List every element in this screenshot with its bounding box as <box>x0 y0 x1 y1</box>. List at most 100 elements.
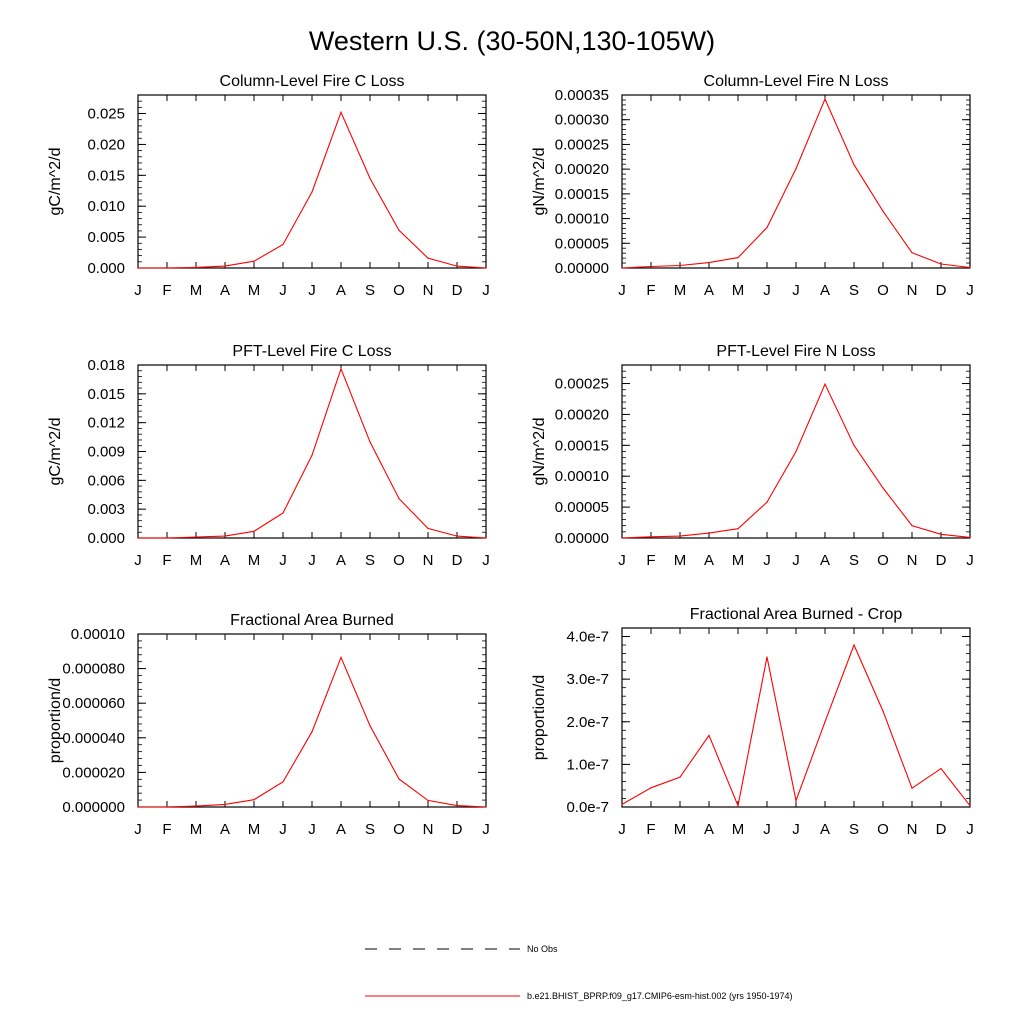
x-tick-label: N <box>423 552 434 569</box>
legend-label: b.e21.BHIST_BPRP.f09_g17.CMIP6-esm-hist.… <box>527 991 792 1001</box>
data-point <box>253 260 255 262</box>
y-tick-label: 0.00020 <box>555 161 609 178</box>
data-point <box>427 257 429 259</box>
y-tick-label: 0.012 <box>87 415 125 432</box>
x-tick-label: S <box>365 282 375 299</box>
x-tick-label: J <box>308 282 316 299</box>
x-tick-label: A <box>704 821 714 838</box>
plot-frame <box>137 364 487 539</box>
data-point <box>824 721 826 723</box>
x-tick-label: M <box>248 821 261 838</box>
data-point <box>311 454 313 456</box>
data-point <box>485 267 487 269</box>
x-tick-label: M <box>190 821 203 838</box>
y-tick-label: 0.000000 <box>62 799 125 816</box>
y-tick-label: 0.000020 <box>62 764 125 781</box>
y-axis-label: gN/m^2/d <box>531 418 548 486</box>
data-point <box>708 734 710 737</box>
x-tick-label: M <box>732 552 745 569</box>
data-point <box>427 799 429 802</box>
x-tick-label: D <box>452 552 463 569</box>
plot-frame <box>137 633 487 808</box>
data-point <box>766 226 768 229</box>
y-tick-label: 0.006 <box>87 472 125 489</box>
x-tick-label: F <box>162 282 171 299</box>
x-tick-label: A <box>220 282 230 299</box>
series-line <box>621 97 971 269</box>
x-tick-label: N <box>907 552 918 569</box>
chart-title: Fractional Area Burned - Crop <box>690 606 903 623</box>
data-point <box>969 266 971 269</box>
x-tick-label: J <box>763 282 771 299</box>
y-tick-label: 0.000080 <box>62 661 125 678</box>
x-tick-label: N <box>907 282 918 299</box>
data-point <box>795 800 797 802</box>
x-tick-label: A <box>336 821 346 838</box>
x-tick-label: M <box>190 552 203 569</box>
x-tick-label: J <box>763 821 771 838</box>
y-tick-label: 0.000 <box>87 530 125 547</box>
x-tick-label: O <box>877 282 889 299</box>
x-tick-label: M <box>732 821 745 838</box>
data-point <box>195 805 197 807</box>
chart-title: Fractional Area Burned <box>230 612 394 629</box>
y-axis-label: gC/m^2/d <box>47 148 64 216</box>
y-tick-label: 0.00035 <box>555 87 609 104</box>
data-point <box>795 450 797 453</box>
data-point <box>795 168 797 170</box>
x-tick-label: F <box>646 552 655 569</box>
plot-frame <box>137 94 487 269</box>
data-point <box>766 656 768 658</box>
data-point <box>824 98 826 100</box>
data-point <box>369 177 371 180</box>
y-tick-label: 0.025 <box>87 106 125 123</box>
data-point <box>853 444 855 446</box>
y-tick-label: 0.00000 <box>555 260 609 277</box>
x-tick-label: D <box>936 282 947 299</box>
x-tick-label: J <box>618 552 626 569</box>
x-tick-label: N <box>907 821 918 838</box>
x-tick-label: J <box>308 821 316 838</box>
x-tick-label: J <box>966 552 974 569</box>
x-tick-label: N <box>423 821 434 838</box>
x-tick-label: M <box>190 282 203 299</box>
data-point <box>166 806 168 808</box>
data-point <box>679 776 681 778</box>
x-tick-label: M <box>732 282 745 299</box>
data-point <box>621 803 623 806</box>
data-point <box>398 229 400 231</box>
data-point <box>708 532 710 534</box>
x-tick-label: S <box>365 821 375 838</box>
data-point <box>882 710 884 712</box>
x-tick-label: A <box>220 821 230 838</box>
y-tick-label: 0.018 <box>87 357 125 374</box>
chart-title: PFT-Level Fire C Loss <box>232 343 391 360</box>
data-point <box>708 261 710 264</box>
x-tick-label: A <box>336 552 346 569</box>
data-point <box>621 267 623 269</box>
x-tick-label: D <box>936 821 947 838</box>
data-point <box>679 264 681 267</box>
y-axis-label: proportion/d <box>47 678 64 763</box>
x-tick-label: J <box>308 552 316 569</box>
x-tick-label: M <box>248 282 261 299</box>
data-point <box>224 265 226 267</box>
y-tick-label: 0.00025 <box>555 376 609 393</box>
data-point <box>853 644 855 646</box>
x-tick-label: J <box>482 821 490 838</box>
data-point <box>911 787 913 789</box>
y-tick-label: 0.00030 <box>555 112 609 129</box>
y-tick-label: 0.010 <box>87 198 125 215</box>
legend-item: No Obs <box>365 944 558 954</box>
y-tick-label: 0.015 <box>87 386 125 403</box>
x-tick-label: M <box>674 282 687 299</box>
y-tick-label: 0.00005 <box>555 235 609 252</box>
data-point <box>137 267 139 269</box>
series-line <box>621 643 971 808</box>
plot-frame <box>621 627 971 808</box>
y-tick-label: 0.00010 <box>555 468 609 485</box>
x-tick-label: A <box>820 282 830 299</box>
x-tick-label: J <box>134 552 142 569</box>
